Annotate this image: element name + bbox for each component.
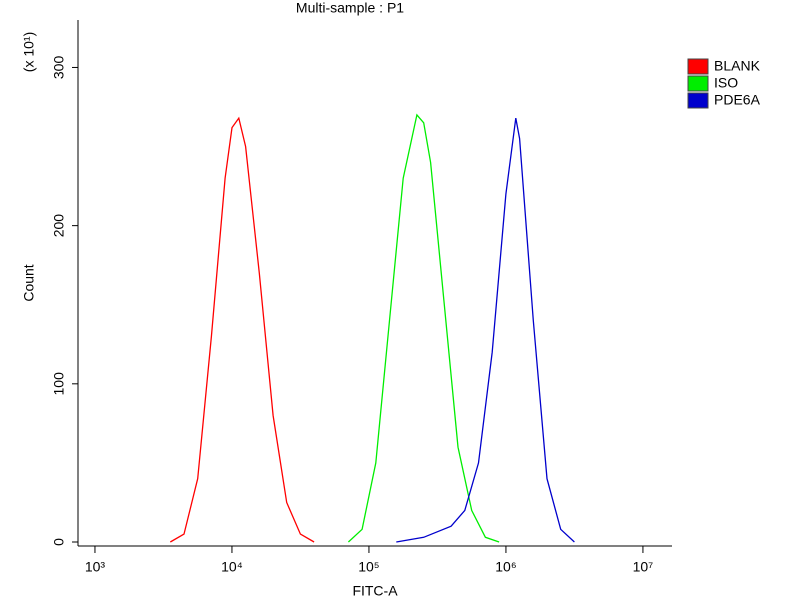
x-tick-label: 10⁴ xyxy=(221,559,243,575)
legend-swatch xyxy=(687,75,709,92)
y-tick-label: 100 xyxy=(51,372,67,396)
legend-label: ISO xyxy=(714,75,738,91)
x-tick-label: 10⁶ xyxy=(495,559,516,575)
y-tick-label: 200 xyxy=(51,214,67,238)
x-tick-label: 10⁷ xyxy=(633,559,654,575)
x-tick-label: 10³ xyxy=(85,559,106,575)
y-tick-label: 300 xyxy=(51,56,67,80)
y-tick-label: 0 xyxy=(51,538,67,546)
series-line xyxy=(396,117,575,543)
x-tick-label: 10⁵ xyxy=(358,559,379,575)
legend-swatch xyxy=(687,92,709,109)
series-line xyxy=(169,116,315,543)
series-line xyxy=(347,113,500,543)
chart-title: Multi-sample : P1 xyxy=(296,0,404,16)
legend-swatch xyxy=(687,58,709,75)
y-axis-label: Count xyxy=(21,264,37,301)
legend-label: PDE6A xyxy=(714,92,761,108)
y-scale-note: (x 10¹) xyxy=(21,32,37,72)
x-axis-label: FITC-A xyxy=(352,583,398,599)
legend-label: BLANK xyxy=(714,58,761,74)
